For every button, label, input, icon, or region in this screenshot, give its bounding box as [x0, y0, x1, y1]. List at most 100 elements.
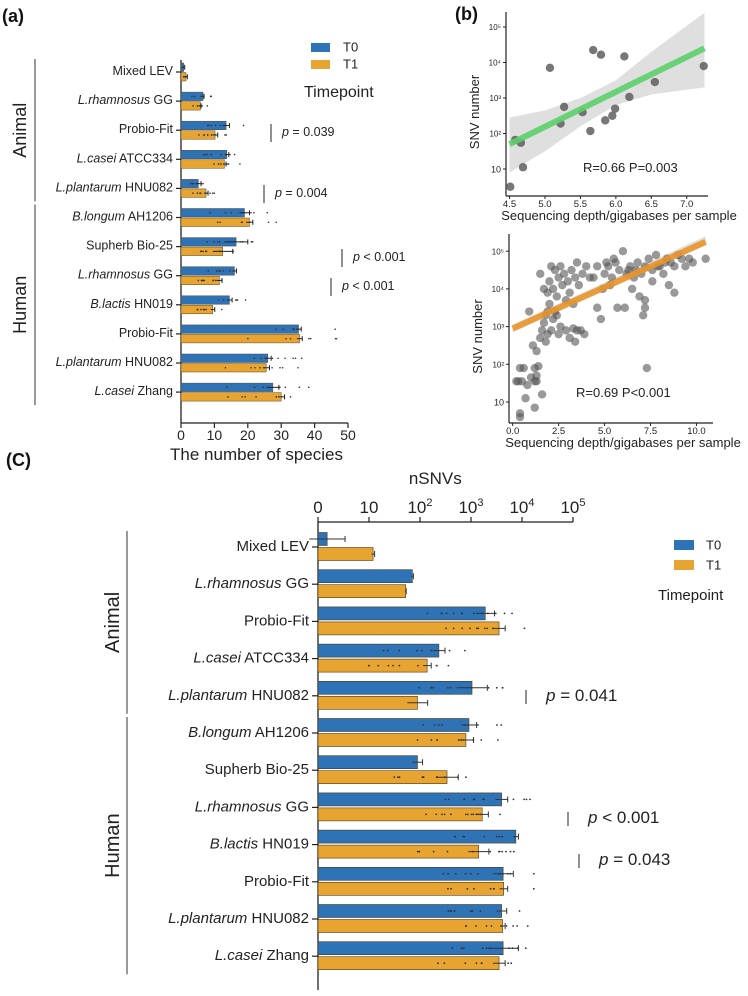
- x-tick-label: 20: [240, 427, 256, 443]
- y-axis-title: SNV number: [467, 74, 482, 149]
- category-label: B.lactis HN019: [90, 297, 173, 311]
- bar-t0: [317, 829, 517, 844]
- legend-swatch-t1: [311, 60, 330, 69]
- y-tick-label: 10: [494, 397, 504, 407]
- bar-t1: [317, 547, 374, 561]
- sample-dot: [523, 798, 526, 801]
- sample-dot: [483, 627, 486, 630]
- sample-dot: [224, 366, 227, 369]
- category-label: Probio-Fit: [119, 122, 174, 136]
- sample-dot: [229, 270, 231, 272]
- sample-dot: [430, 739, 433, 741]
- data-point: [615, 265, 624, 275]
- data-point: [580, 329, 589, 339]
- sample-dot: [524, 947, 527, 950]
- data-point: [518, 163, 528, 172]
- sample-dot: [440, 813, 443, 816]
- category-label: L.plantarum HNU082: [56, 181, 173, 195]
- bar-t0: [180, 120, 227, 130]
- sample-dot: [387, 664, 390, 667]
- sample-dot: [447, 910, 450, 912]
- sample-dot: [253, 386, 256, 389]
- sample-dot: [292, 357, 294, 360]
- sample-dot: [492, 627, 494, 630]
- legend-label: T0: [343, 39, 358, 54]
- sample-dot: [499, 813, 501, 816]
- sample-dot: [211, 192, 214, 194]
- sample-dot: [464, 776, 467, 779]
- data-point: [548, 284, 558, 294]
- data-point: [600, 269, 609, 279]
- sample-dot: [436, 664, 438, 667]
- data-point: [523, 380, 532, 390]
- sample-dot: [213, 192, 216, 194]
- sample-dot: [218, 241, 221, 243]
- bar-t1: [317, 770, 448, 785]
- sample-dot: [485, 925, 488, 927]
- data-point: [651, 250, 661, 260]
- sample-dot: [289, 396, 292, 398]
- sample-dot: [244, 396, 246, 398]
- sample-dot: [207, 270, 210, 272]
- sample-dot: [432, 686, 434, 689]
- sample-dot: [470, 813, 473, 816]
- bar-t1: [317, 733, 467, 747]
- sample-dot: [198, 134, 200, 136]
- bar-t0: [317, 904, 502, 918]
- sample-dot: [460, 739, 463, 741]
- data-point: [627, 284, 637, 294]
- sample-dot: [308, 337, 310, 340]
- sample-dot: [480, 962, 483, 965]
- sample-dot: [518, 910, 521, 912]
- sample-dot: [503, 612, 506, 615]
- sample-dot: [471, 850, 474, 853]
- data-point: [640, 296, 650, 305]
- sample-dot: [525, 798, 528, 801]
- sample-dot: [221, 308, 223, 311]
- sample-dot: [244, 299, 247, 301]
- sample-dot: [418, 850, 421, 853]
- sample-dot: [430, 686, 433, 689]
- sample-dot: [469, 910, 472, 912]
- data-point: [574, 280, 584, 290]
- sample-dot: [447, 872, 449, 875]
- sample-dot: [217, 163, 220, 165]
- sample-dot: [473, 887, 475, 890]
- data-point: [593, 303, 602, 312]
- category-label: L.rhamnosus GG: [195, 798, 309, 815]
- sample-dot: [512, 925, 515, 927]
- panel-b-bottom-scatter: 10 10² 10³ 10⁴ 10⁵ 0.0 2.5 5.0 7.5 10.0Sequencing…: [470, 234, 741, 450]
- bar-t1: [317, 695, 418, 710]
- data-point: [545, 63, 555, 73]
- sample-dot: [481, 947, 484, 950]
- bar-t1: [180, 363, 267, 373]
- sample-dot: [282, 328, 284, 330]
- sample-dot: [433, 724, 436, 726]
- data-point: [532, 346, 541, 356]
- p-value-annotation: p = 0.043: [598, 850, 670, 869]
- sample-dot: [275, 221, 278, 224]
- sample-dot: [255, 396, 257, 398]
- sample-dot: [456, 776, 459, 779]
- sample-dot: [443, 962, 446, 965]
- data-point: [640, 303, 650, 312]
- sample-dot: [501, 850, 504, 853]
- sample-dot: [462, 739, 465, 741]
- sample-dot: [249, 221, 251, 224]
- x-tick-label: 10: [207, 427, 223, 443]
- sample-dot: [469, 872, 472, 875]
- sample-dot: [224, 211, 227, 214]
- sample-dot: [475, 962, 478, 965]
- data-point: [536, 269, 545, 279]
- data-point: [530, 403, 539, 412]
- sample-dot: [461, 627, 464, 630]
- data-point: [596, 50, 606, 59]
- sample-dot: [495, 686, 498, 689]
- sample-dot: [212, 279, 215, 282]
- x-axis-title: The number of species: [170, 445, 343, 464]
- y-tick-label: 10³: [489, 94, 501, 103]
- bar-t0: [317, 866, 504, 881]
- sample-dot: [214, 279, 217, 282]
- sample-dot: [185, 75, 188, 78]
